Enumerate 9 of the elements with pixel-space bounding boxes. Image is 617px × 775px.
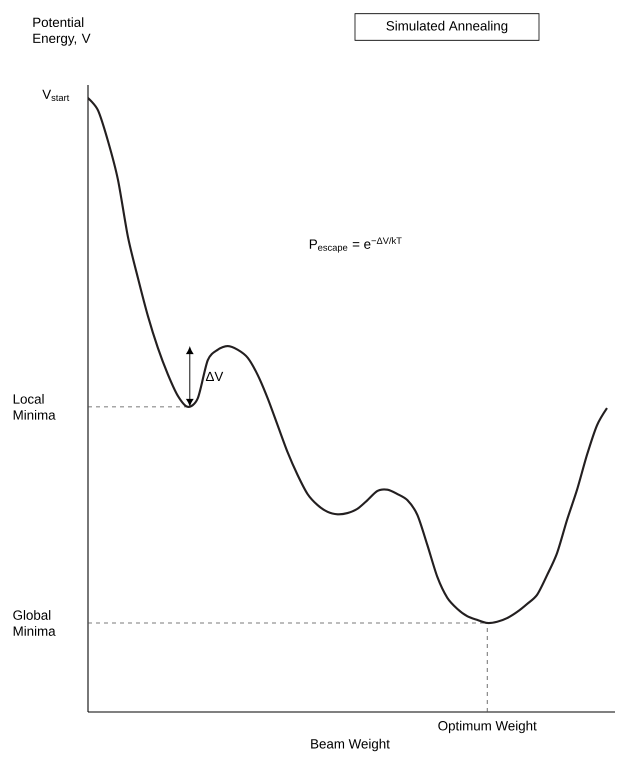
x-axis-title: Beam Weight — [311, 738, 390, 752]
ref-line-label: Global Minima — [13, 610, 56, 636]
chart-title: Simulated Annealing — [386, 20, 508, 34]
y-axis-title: Potential Energy, V — [33, 17, 91, 46]
text: V$_{start}$ — [42, 90, 70, 101]
ref-line-label: Local Minima — [14, 394, 56, 420]
annotation: P$_{escape}$ = e$^{−ΔV/kT}$ — [310, 237, 402, 253]
text: Optimum Weight — [438, 720, 537, 734]
annotation: ΔV — [206, 372, 224, 382]
